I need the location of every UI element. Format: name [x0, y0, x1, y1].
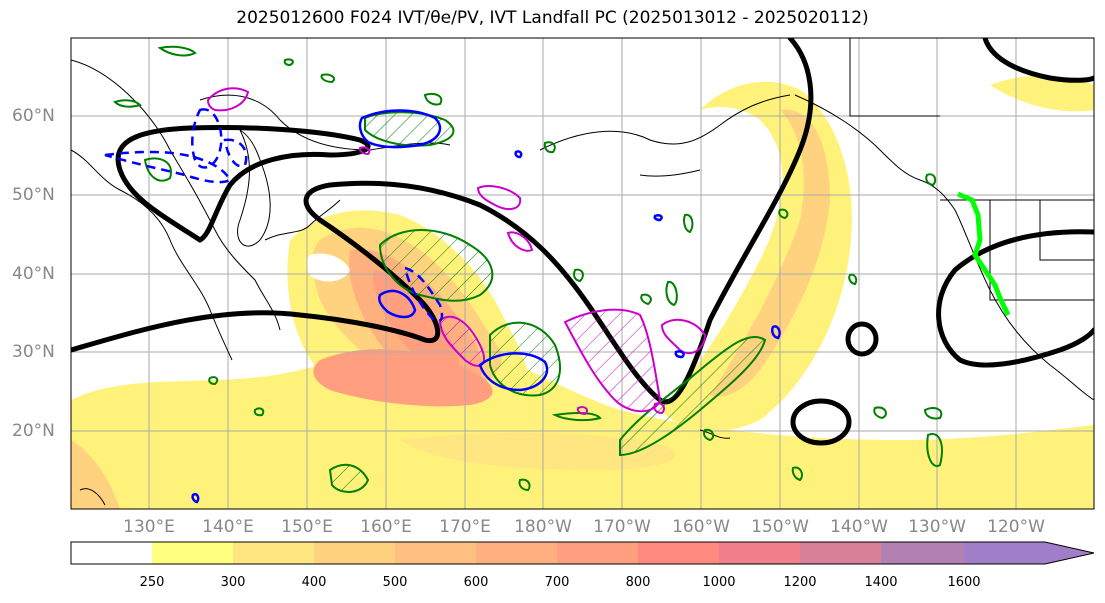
- lon-label: 160°E: [360, 517, 412, 537]
- map-frame: [70, 37, 1095, 510]
- lat-label: 30°N: [12, 342, 55, 362]
- theta-e-contours: [113, 45, 943, 493]
- lon-label: 120°W: [987, 517, 1045, 537]
- lat-label: 50°N: [12, 185, 55, 205]
- colorbar-tick: 600: [463, 575, 489, 590]
- lat-label: 40°N: [12, 264, 55, 284]
- pv-positive-contours: [206, 87, 707, 416]
- colorbar-tick: 1200: [783, 575, 817, 590]
- lon-label: 140°E: [202, 517, 254, 537]
- lon-label: 130°E: [123, 517, 175, 537]
- lon-label: 130°W: [908, 517, 966, 537]
- lat-label: 20°N: [12, 421, 55, 441]
- lon-label: 140°W: [830, 517, 888, 537]
- colorbar: [70, 541, 1095, 565]
- colorbar-tick: 500: [382, 575, 408, 590]
- pv-negative-contours: [104, 108, 781, 504]
- colorbar-tick: 800: [625, 575, 651, 590]
- colorbar-tick: 700: [544, 575, 570, 590]
- lat-label: 60°N: [12, 106, 55, 126]
- colorbar-tick: 1400: [864, 575, 898, 590]
- lon-label: 150°E: [281, 517, 333, 537]
- lon-label: 160°W: [672, 517, 730, 537]
- landfall-line: [957, 191, 1011, 317]
- lon-label: 180°W: [514, 517, 572, 537]
- lon-label: 170°W: [593, 517, 651, 537]
- colorbar-tick: 300: [220, 575, 246, 590]
- colorbar-tick: 250: [139, 575, 165, 590]
- colorbar-tick: 400: [301, 575, 327, 590]
- lon-label: 150°W: [751, 517, 809, 537]
- colorbar-tick: 1600: [947, 575, 981, 590]
- ivt-landfall-contours: [71, 38, 1094, 446]
- map-title: 2025012600 F024 IVT/θe/PV, IVT Landfall …: [236, 8, 869, 28]
- colorbar-tick: 1000: [702, 575, 736, 590]
- lon-label: 170°E: [439, 517, 491, 537]
